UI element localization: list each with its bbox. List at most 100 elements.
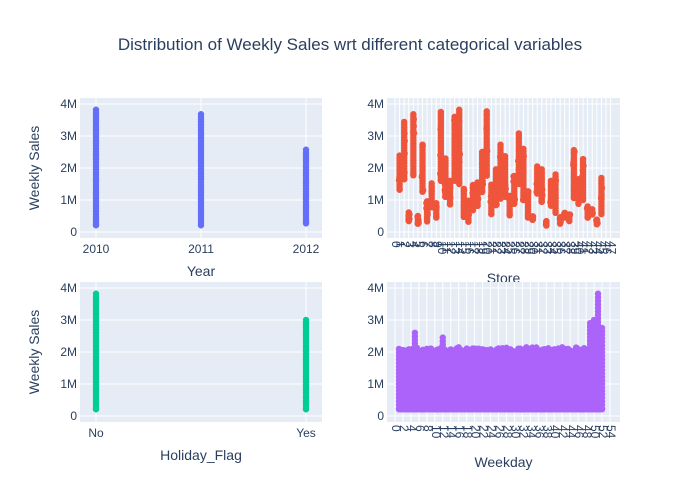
x-tick-label: 19 [476, 241, 490, 255]
data-point [446, 185, 453, 193]
data-point [579, 166, 587, 174]
x-tick-label: 12 [444, 241, 458, 255]
x-tick-label: 4 [405, 425, 419, 432]
x-axis-title: Weekday [474, 454, 532, 470]
data-point [598, 406, 606, 413]
data-point [479, 181, 487, 188]
data-point [405, 216, 412, 223]
x-tick-label: 41 [577, 241, 591, 255]
data-point [424, 211, 431, 218]
x-tick-label: 52 [596, 425, 610, 439]
data-point [455, 118, 463, 126]
data-point [533, 188, 540, 196]
panel-holiday: 0 1M 2M 3M 4M No Yes Holiday_Flag Weekly Sales [26, 281, 322, 463]
x-tick-label: 25 [504, 241, 518, 255]
x-tick-label: 10 [429, 425, 443, 439]
x-tick-label: 22 [490, 241, 504, 255]
x-tick-label: 14 [445, 425, 459, 439]
data-point [441, 181, 449, 188]
data-point [446, 201, 454, 208]
data-point [589, 209, 596, 217]
data-point [423, 205, 430, 212]
y-tick-label: 4M [60, 97, 77, 111]
data-point [488, 210, 495, 218]
data-point [433, 205, 440, 212]
data-point [502, 185, 509, 192]
data-point [487, 193, 495, 200]
data-point [539, 186, 546, 193]
y-tick-label: 4M [367, 97, 384, 111]
x-tick-label: 35 [550, 241, 564, 255]
x-tick-label: 18 [472, 241, 486, 255]
data-point [442, 193, 449, 200]
data-point [469, 196, 476, 203]
x-tick-label: 8 [421, 425, 435, 432]
data-point [410, 123, 417, 130]
x-tick-label: 40 [572, 241, 586, 255]
x-tick-label: 2012 [293, 242, 320, 256]
x-tick-label: 5 [412, 241, 426, 248]
x-tick-label: 30 [508, 425, 522, 439]
data-point [428, 201, 435, 209]
x-tick-label: 44 [591, 241, 605, 255]
y-tick-label: 2M [60, 345, 77, 359]
x-tick-label: 16 [453, 425, 467, 439]
x-tick-label: Yes [296, 426, 316, 440]
markers [395, 106, 606, 229]
y-tick-label: 2M [367, 345, 384, 359]
data-point [469, 184, 477, 191]
x-tick-label: 31 [531, 241, 545, 255]
x-tick-label: 28 [500, 425, 514, 439]
data-point [456, 180, 463, 188]
x-tick-label: 9 [430, 241, 444, 248]
x-tick-label: 2 [398, 241, 412, 248]
y-axis-title: Weekly Sales [26, 310, 42, 395]
data-point [552, 177, 560, 184]
data-point [469, 207, 477, 214]
data-point [483, 157, 490, 164]
y-tick-label: 1M [60, 377, 77, 391]
x-tick-label: 28 [517, 241, 531, 255]
x-tick-label: 16 [462, 241, 476, 255]
y-tick-label: 3M [367, 313, 384, 327]
y-tick-label: 1M [367, 193, 384, 207]
data-point [579, 196, 587, 204]
x-tick-label: 38 [540, 425, 554, 439]
x-tick-label: 33 [540, 241, 554, 255]
data-point [483, 172, 490, 179]
data-point [460, 187, 468, 194]
y-tick-label: 0 [70, 225, 77, 239]
data-point [92, 222, 100, 229]
y-tick-label: 1M [367, 377, 384, 391]
data-point [414, 213, 421, 220]
x-tick-label: 43 [586, 241, 600, 255]
data-point [441, 188, 449, 196]
x-tick-label: 36 [554, 241, 568, 255]
data-point [423, 218, 431, 225]
data-point [456, 150, 464, 158]
data-point [410, 116, 418, 123]
data-point [520, 152, 527, 159]
y-tick-label: 0 [377, 409, 384, 423]
data-point [483, 125, 490, 132]
data-point [525, 188, 532, 195]
x-tick-label: 4 [407, 241, 421, 248]
x-tick-label: 32 [516, 425, 530, 439]
data-point [437, 125, 444, 133]
x-tick-label: 42 [582, 241, 596, 255]
data-point [401, 137, 408, 145]
data-point [474, 195, 482, 203]
y-tick-label: 1M [60, 193, 77, 207]
data-point [302, 406, 310, 413]
data-point [428, 188, 435, 195]
data-point [437, 152, 444, 159]
data-point [598, 184, 606, 192]
x-tick-label: 18 [461, 425, 475, 439]
data-point [419, 142, 426, 150]
x-tick-label: 8 [426, 241, 440, 248]
data-point [487, 199, 495, 206]
x-tick-label: 11 [439, 241, 453, 254]
data-point [302, 220, 310, 227]
x-tick-label: 42 [556, 425, 570, 439]
